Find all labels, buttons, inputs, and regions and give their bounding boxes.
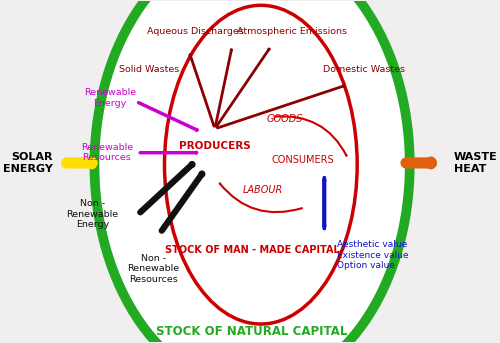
Text: Renewable
Energy: Renewable Energy (84, 88, 136, 108)
Text: Aesthetic value
Existence value
Option value: Aesthetic value Existence value Option v… (338, 240, 409, 270)
Ellipse shape (94, 0, 409, 343)
Text: Non -
Renewable
Resources: Non - Renewable Resources (128, 254, 180, 284)
Text: Atmospheric Emissions: Atmospheric Emissions (236, 27, 346, 36)
Text: Domestic Wastes: Domestic Wastes (323, 64, 405, 73)
Text: GOODS: GOODS (266, 114, 303, 123)
Text: Aqueous Discharges: Aqueous Discharges (147, 27, 244, 36)
Text: CONSUMERS: CONSUMERS (271, 155, 334, 165)
Text: STOCK OF NATURAL CAPITAL: STOCK OF NATURAL CAPITAL (156, 324, 348, 338)
Text: LABOUR: LABOUR (243, 185, 283, 195)
Text: PRODUCERS: PRODUCERS (179, 141, 250, 151)
Text: Solid Wastes: Solid Wastes (119, 64, 180, 73)
Text: Renewable
Resources: Renewable Resources (80, 143, 133, 163)
Text: STOCK OF MAN - MADE CAPITAL: STOCK OF MAN - MADE CAPITAL (164, 245, 340, 255)
Text: WASTE
HEAT: WASTE HEAT (454, 152, 498, 174)
Text: Non -
Renewable
Energy: Non - Renewable Energy (66, 199, 118, 229)
Text: SOLAR
ENERGY: SOLAR ENERGY (3, 152, 53, 174)
